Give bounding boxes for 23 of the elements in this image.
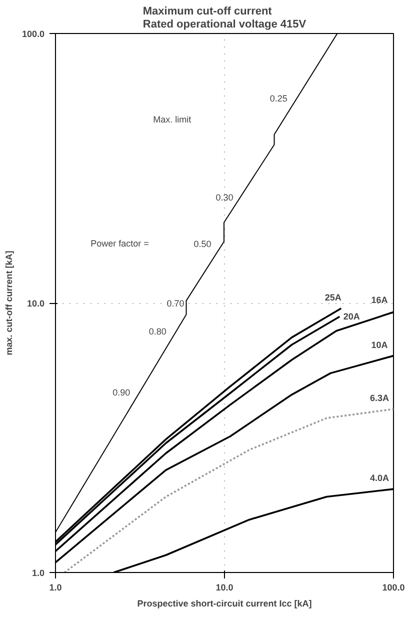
annotation: 0.80: [148, 326, 166, 337]
annotation: 0.25: [270, 94, 288, 104]
x-tick-label: 10.0: [216, 582, 234, 592]
y-tick-label: 10.0: [26, 298, 45, 308]
annotation: 0.50: [194, 239, 212, 250]
annotation: Power factor =: [90, 238, 149, 249]
y-tick-label: 100.0: [22, 29, 45, 39]
chart-title: Maximum cut-off current Rated operational voltage 415V: [142, 5, 307, 30]
series-label: 6.3A: [370, 393, 390, 404]
annotation: Max. limit: [153, 114, 192, 125]
x-axis-title: Prospective short-circuit current Icc [kA]: [137, 598, 312, 608]
series-label: 16A: [371, 295, 388, 306]
annotation: 0.30: [216, 192, 234, 202]
x-tick-label: 100.0: [382, 582, 405, 592]
annotation: 0.70: [166, 298, 184, 308]
series-label: 20A: [343, 312, 360, 322]
series-label: 4.0A: [370, 473, 390, 484]
y-tick-label: 1.0: [32, 568, 45, 578]
series-label: 25A: [324, 292, 342, 302]
annotation: 0.90: [112, 387, 130, 398]
y-axis-title: max. cut-off current [kA]: [4, 250, 14, 356]
x-tick-label: 1.0: [49, 582, 62, 592]
series-label: 10A: [371, 340, 388, 350]
